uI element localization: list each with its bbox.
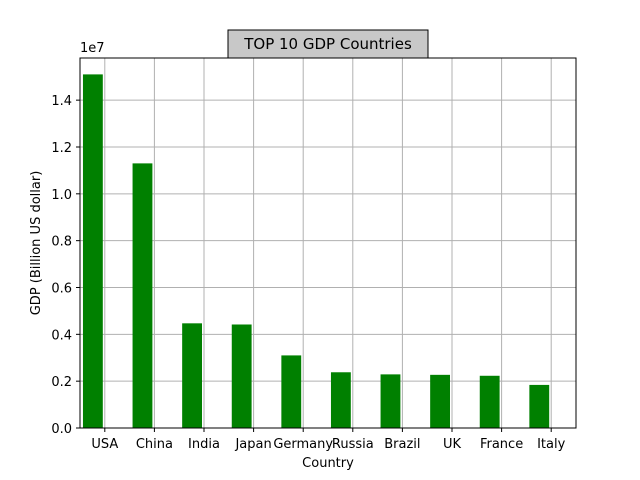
grid-lines xyxy=(80,58,576,429)
bar-germany xyxy=(281,355,302,428)
bar-france xyxy=(479,375,500,428)
y-axis-label: GDP (Billion US dollar) xyxy=(29,171,44,316)
bar-china xyxy=(132,163,153,428)
x-tick-label: Brazil xyxy=(384,437,420,452)
x-tick-label: India xyxy=(188,437,220,452)
x-tick-label: Russia xyxy=(332,437,374,452)
y-tick-label: 1.4 xyxy=(51,94,72,109)
bar-india xyxy=(182,323,202,428)
title-box xyxy=(227,29,429,59)
chart-title: TOP 10 GDP Countries xyxy=(227,29,429,59)
y-tick-label: 0.8 xyxy=(51,235,72,250)
y-tick-label: 1.0 xyxy=(51,188,72,203)
x-tick-label: France xyxy=(480,437,523,452)
chart-title-text: TOP 10 GDP Countries xyxy=(243,35,412,53)
y-tick-label: 0.4 xyxy=(51,328,72,343)
bar-italy xyxy=(529,384,550,428)
bar-usa xyxy=(82,74,103,429)
x-tick-label: Japan xyxy=(234,437,271,452)
y-tick-label: 0.2 xyxy=(51,375,72,390)
y-tick-label: 1.2 xyxy=(51,141,72,156)
y-tick-label: 0.6 xyxy=(51,281,72,296)
bars xyxy=(82,74,550,429)
x-axis-label: Country xyxy=(302,456,354,471)
x-tick-label: Germany xyxy=(273,437,333,452)
y-tick-label: 0.0 xyxy=(51,422,72,437)
x-tick-label: USA xyxy=(91,437,118,452)
x-tick-label: Italy xyxy=(537,437,566,452)
bar-russia xyxy=(330,372,351,428)
y-multiplier-label: 1e7 xyxy=(80,41,105,56)
x-tick-label: UK xyxy=(443,437,462,452)
bar-japan xyxy=(231,324,252,428)
bar-brazil xyxy=(380,374,401,428)
x-tick-label: China xyxy=(136,437,173,452)
bar-uk xyxy=(430,374,450,428)
